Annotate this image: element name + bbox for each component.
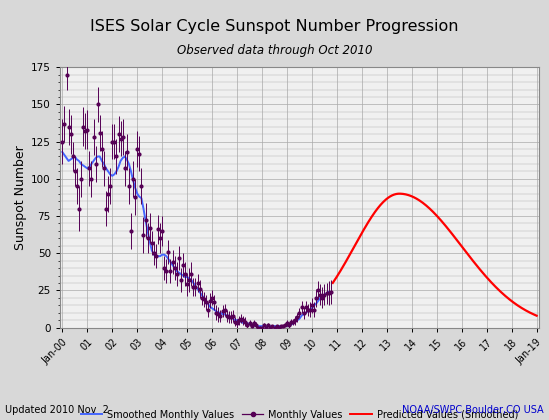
Legend: Smoothed Monthly Values, Monthly Values, Predicted Values (Smoothed): Smoothed Monthly Values, Monthly Values,…	[77, 406, 522, 420]
Text: Observed data through Oct 2010: Observed data through Oct 2010	[177, 44, 372, 57]
Text: ISES Solar Cycle Sunspot Number Progression: ISES Solar Cycle Sunspot Number Progress…	[90, 19, 459, 34]
Text: Updated 2010 Nov  2: Updated 2010 Nov 2	[5, 405, 109, 415]
Text: NOAA/SWPC Boulder,CO USA: NOAA/SWPC Boulder,CO USA	[402, 405, 544, 415]
Y-axis label: Sunspot Number: Sunspot Number	[14, 145, 27, 250]
